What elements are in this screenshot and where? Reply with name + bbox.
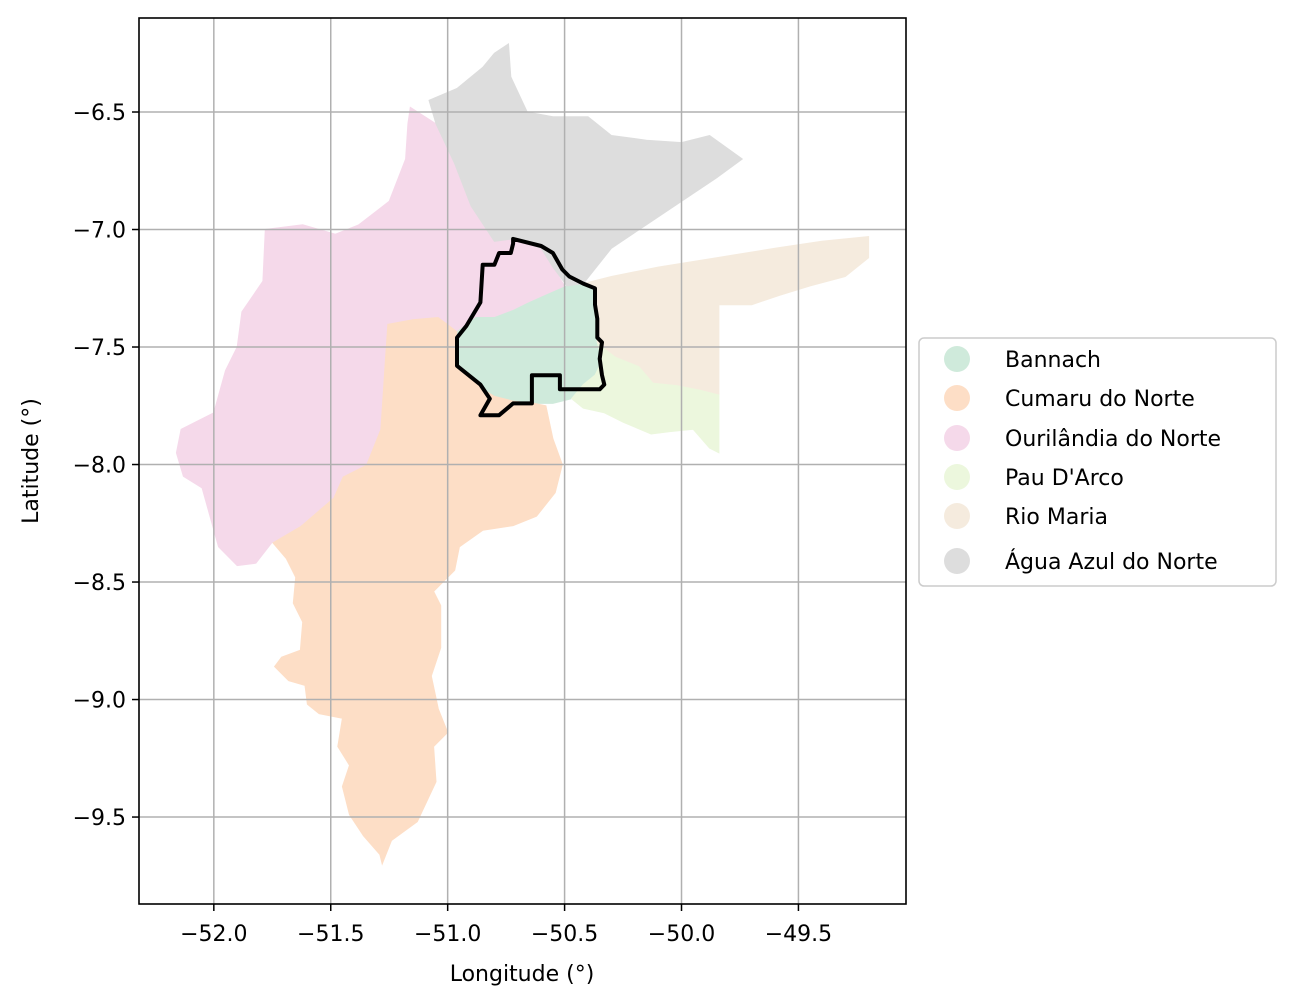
legend-marker-ourilandia-do-norte	[944, 425, 970, 451]
region-agua-azul-do-norte	[428, 43, 744, 287]
region-ourilandia-do-norte	[175, 106, 566, 567]
plot-area	[138, 17, 907, 905]
y-tick-label: −9.0	[73, 689, 126, 714]
y-tick-label: −7.5	[73, 336, 126, 361]
legend-label-cumaru-do-norte: Cumaru do Norte	[1005, 387, 1195, 412]
gridlines	[139, 18, 906, 904]
outline-layer	[455, 236, 607, 418]
y-axis-ticks: −6.5 −7.0 −7.5 −8.0 −8.5 −9.0 −9.5	[73, 101, 139, 831]
legend-frame	[918, 337, 1277, 587]
region-rio-maria	[581, 236, 870, 395]
y-axis-label: Latitude (°)	[19, 398, 44, 524]
y-tick-label: −8.0	[73, 454, 126, 479]
legend-marker-pau-d-arco	[944, 464, 970, 490]
legend-marker-rio-maria	[944, 503, 970, 529]
legend-label-pau-d-arco: Pau D'Arco	[1005, 466, 1124, 491]
y-tick-label: −8.5	[73, 571, 126, 596]
legend-items: Bannach Cumaru do Norte Ourilândia do Nort…	[944, 346, 1221, 575]
legend-marker-agua-azul-do-norte	[944, 548, 970, 574]
legend-label-rio-maria: Rio Maria	[1005, 505, 1108, 530]
legend-label-agua-azul-do-norte: Água Azul do Norte	[1005, 549, 1218, 575]
legend-label-ourilandia-do-norte: Ourilândia do Norte	[1005, 427, 1221, 452]
plot-frame	[138, 17, 907, 905]
legend-marker-bannach	[944, 346, 970, 372]
x-tick-label: −49.5	[765, 922, 832, 947]
legend: Bannach Cumaru do Norte Ourilândia do Nort…	[918, 337, 1277, 587]
x-tick-label: −52.0	[180, 922, 247, 947]
legend-marker-cumaru-do-norte	[944, 385, 970, 411]
x-tick-label: −50.0	[648, 922, 715, 947]
x-tick-label: −50.5	[531, 922, 598, 947]
region-cumaru-do-norte	[271, 315, 563, 866]
study-area-outline	[455, 236, 607, 418]
legend-label-bannach: Bannach	[1005, 348, 1101, 373]
x-axis-ticks: −52.0 −51.5 −51.0 −50.5 −50.0 −49.5	[180, 904, 832, 947]
x-tick-label: −51.5	[297, 922, 364, 947]
x-axis-label: Longitude (°)	[450, 962, 595, 987]
y-tick-label: −7.0	[73, 219, 126, 244]
x-tick-label: −51.0	[414, 922, 481, 947]
y-tick-label: −9.5	[73, 806, 126, 831]
y-tick-label: −6.5	[73, 101, 126, 126]
